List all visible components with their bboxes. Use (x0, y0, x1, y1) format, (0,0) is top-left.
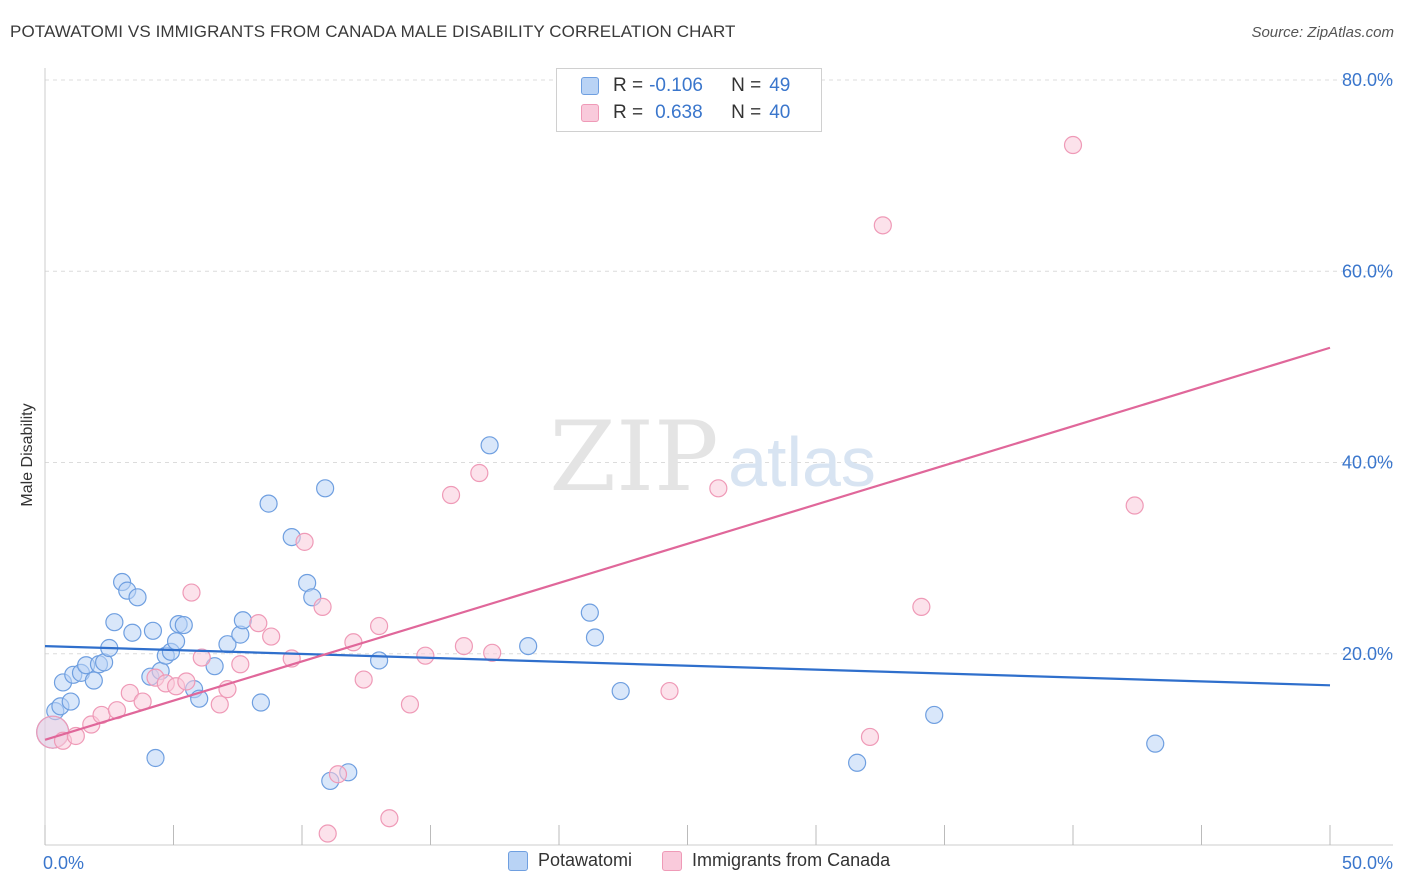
immigrants-canada-point (483, 643, 502, 662)
r-value: 0.638 (655, 102, 703, 123)
n-value: 40 (769, 102, 791, 123)
watermark-zip: ZIP (549, 401, 718, 513)
potawatomi-point (123, 623, 142, 642)
immigrants-canada-point (313, 597, 332, 616)
potawatomi-point (259, 494, 278, 513)
potawatomi-point (316, 479, 335, 498)
immigrants-canada-point (660, 681, 679, 701)
r-value: -0.106 (649, 75, 703, 96)
potawatomi-point (84, 671, 103, 690)
tick-labels: 20.0% 40.0% 60.0% 80.0% 0.0% 50.0% (43, 70, 1393, 873)
potawatomi-point (370, 651, 389, 670)
potawatomi-point (580, 603, 599, 622)
potawatomi-point (1146, 734, 1165, 753)
immigrants-canada-point (262, 627, 281, 646)
potawatomi-point (105, 613, 124, 632)
immigrants-canada-point (873, 216, 892, 235)
r-label: R = (613, 102, 644, 123)
potawatomi-point (61, 692, 80, 711)
immigrants-canada-point (354, 670, 373, 689)
y-tick-label: 60.0% (1342, 261, 1393, 281)
immigrants-canada-point (370, 616, 389, 636)
immigrants-canada-point (441, 485, 461, 505)
immigrants-canada-point (380, 809, 399, 828)
potawatomi-swatch (581, 77, 599, 95)
immigrants-canada-point (318, 824, 337, 843)
series-legend: Potawatomi Immigrants from Canada (508, 850, 920, 871)
potawatomi-point (128, 588, 147, 607)
r-label: R = (613, 75, 644, 96)
immigrants-canada-point (1063, 135, 1083, 155)
grid-lines (45, 79, 1393, 655)
watermark: ZIP atlas (549, 401, 876, 513)
potawatomi-point (143, 621, 163, 640)
potawatomi-trend-line (44, 645, 1331, 687)
immigrants-canada-point (231, 655, 250, 674)
immigrants-canada-point (177, 672, 196, 691)
axes (44, 68, 1393, 846)
legend-item-immigrants-canada[interactable]: Immigrants from Canada (662, 850, 890, 871)
immigrants-canada-point (400, 695, 420, 714)
trend-lines (44, 346, 1331, 741)
immigrants-canada-point (1125, 496, 1144, 515)
immigrants-canada-point (860, 727, 880, 747)
legend-label: Potawatomi (538, 850, 633, 870)
immigrants-canada-point (210, 695, 229, 714)
potawatomi-point (480, 436, 499, 455)
immigrants-canada-point (295, 532, 314, 551)
potawatomi-point (174, 615, 193, 635)
immigrants-canada-point (709, 479, 728, 498)
immigrants-canada-point (328, 765, 348, 784)
potawatomi-point (925, 705, 944, 725)
source-label: Source: ZipAtlas.com (1251, 24, 1394, 41)
chart-title: POTAWATOMI VS IMMIGRANTS FROM CANADA MAL… (10, 22, 736, 41)
potawatomi-point (251, 693, 270, 712)
watermark-atlas: atlas (728, 423, 876, 501)
immigrants-canada-point (416, 646, 435, 665)
immigrants-canada-point (182, 583, 201, 602)
legend-row-potawatomi: R = -0.106 N = 49 (581, 74, 790, 98)
y-tick-label: 20.0% (1342, 644, 1393, 664)
legend-item-potawatomi[interactable]: Potawatomi (508, 850, 632, 871)
immigrants-canada-point (912, 597, 931, 616)
immigrants-canada-point (120, 683, 139, 703)
potawatomi-point (585, 628, 605, 647)
potawatomi-point (146, 748, 165, 768)
stats-legend: R = -0.106 N = 49 R = 0.638 N = 40 (556, 68, 822, 132)
immigrants-canada-point (470, 463, 489, 483)
potawatomi-point (611, 681, 630, 701)
immigrants-canada-point (249, 614, 268, 633)
legend-row-immigrants-canada: R = 0.638 N = 40 (581, 101, 790, 125)
x-tick-label: 50.0% (1342, 853, 1393, 873)
immigrants-canada-point (192, 648, 211, 667)
immigrants-canada-swatch (581, 104, 599, 122)
potawatomi-point (848, 753, 867, 772)
n-value: 49 (769, 75, 791, 96)
x-tick-label: 0.0% (43, 853, 84, 873)
immigrants-canada-swatch (662, 850, 683, 871)
potawatomi-swatch (508, 850, 528, 871)
data-points (36, 135, 1165, 843)
potawatomi-point (233, 611, 252, 630)
y-tick-label: 80.0% (1342, 70, 1393, 90)
n-label: N = (731, 102, 762, 123)
immigrants-canada-point (454, 636, 474, 656)
immigrants-canada-trend-line (44, 346, 1331, 741)
legend-label: Immigrants from Canada (692, 850, 891, 870)
n-label: N = (731, 75, 762, 96)
potawatomi-point (205, 657, 224, 676)
y-tick-label: 40.0% (1342, 453, 1393, 473)
potawatomi-point (166, 632, 186, 651)
potawatomi-point (519, 636, 538, 656)
